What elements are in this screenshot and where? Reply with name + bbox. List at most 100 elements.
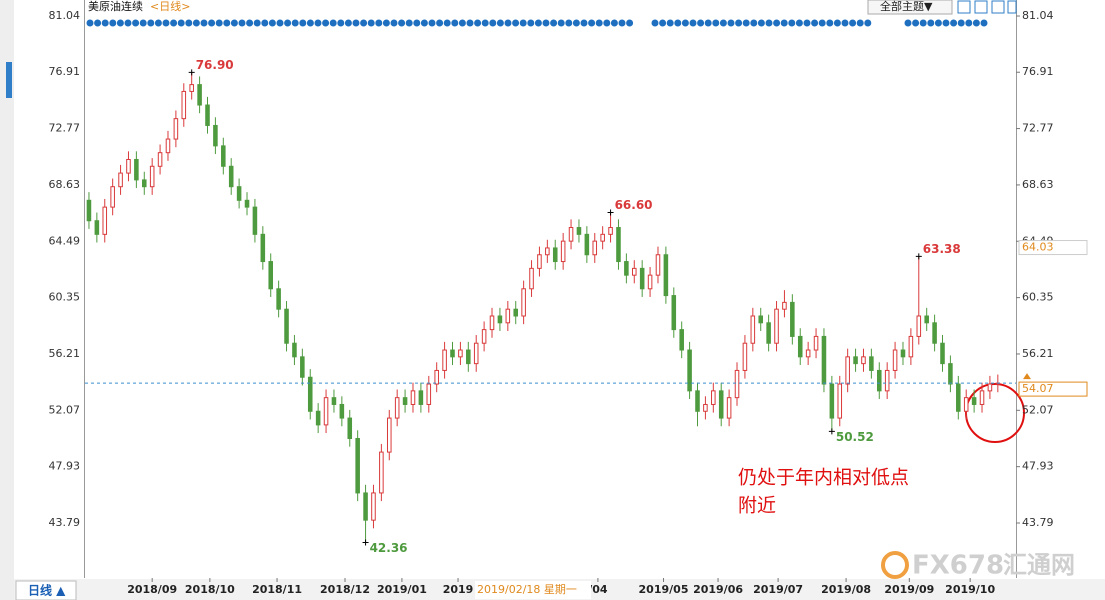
icon[interactable] [974,0,988,14]
extreme-label: 50.52 [836,430,874,444]
candle-body [386,417,392,453]
candle-body [766,322,771,344]
last-price-arrow [1023,373,1031,380]
extreme-marker [188,69,195,76]
candle-body [916,315,922,337]
candle-body [426,383,432,405]
candle-body [592,240,598,256]
candle-body [616,227,621,263]
y-tick-label-right: 56.21 [1022,347,1054,360]
candle-body [631,267,637,276]
candle-body [394,397,400,419]
candle-body [671,295,677,331]
y-tick-label-right: 68.63 [1022,178,1054,191]
candle-body [703,403,708,412]
candle-body [86,199,92,222]
candle-body [513,308,519,317]
plot: 81.04 81.04 76.91 76.91 72.77 72.77 68.63 68.63… [49,9,1088,599]
x-tick-label: 2019/08 [821,583,871,596]
candle-body [331,397,337,405]
icon[interactable] [991,0,1005,14]
x-tick-label: 2018/12 [320,583,370,596]
y-tick-label: 43.79 [49,516,81,529]
candle-body [940,342,945,365]
candle-body [418,390,424,405]
watermark-cn: 汇通网 [1003,551,1075,579]
annotation-text: 仍处于年内相对低点 [738,467,909,489]
candle-body [576,227,582,235]
candle-body [711,390,716,405]
candle-body [300,356,305,378]
candle-body [679,329,684,351]
extreme-marker [828,428,835,435]
candle-body [410,390,416,405]
candle-body [584,233,590,256]
candle-body [971,397,977,405]
candle-body [624,261,629,276]
candle-body [537,254,542,269]
candle-body [323,397,329,426]
candle-body [600,233,605,242]
candle-body [355,437,360,494]
candle-body [473,342,479,365]
candle-body [805,349,811,358]
candle-body [149,165,155,188]
extreme-label: 76.90 [196,58,234,72]
theme-button[interactable] [867,0,953,15]
candle-body [695,390,700,412]
theme-button-label[interactable]: 全部主题▼ [880,0,933,13]
candle-body [315,410,321,426]
candle-body [750,315,756,344]
candle-body [505,308,511,324]
candle-body [608,227,613,235]
x-tick-label: /04 [588,583,608,596]
y-tick-label: 52.07 [49,403,81,416]
candle-body [126,158,131,174]
candle-body [742,342,748,371]
candle-body [734,369,740,399]
candle-body [869,356,874,371]
candle-body [221,145,226,167]
ref-price-label: 64.03 [1022,241,1054,254]
period-tab[interactable] [15,580,77,600]
candle-body [948,363,953,385]
side-panel [0,0,14,600]
candle-body [774,308,779,344]
candle-body [639,267,645,290]
y-tick-label: 81.04 [49,9,81,22]
candle-body [292,342,297,358]
candle-body [173,118,179,140]
extreme-marker [607,209,614,216]
candle-body [560,240,566,263]
candle-body [284,308,289,344]
period-tab-label[interactable]: 日线 ▲ [28,583,66,598]
candle-body [821,335,827,385]
candle-body [790,301,795,337]
y-tick-label-right: 72.77 [1022,122,1054,135]
candle-body [157,152,163,167]
candle-body [347,417,353,439]
candle-body [339,403,345,419]
candle-body [829,383,835,419]
extreme-label: 42.36 [370,541,408,555]
candle-body [861,356,866,365]
period-label: <日线> [150,0,190,13]
y-tick-label-right: 52.07 [1022,403,1054,416]
candle-body [244,199,250,208]
candle-body [568,227,574,242]
candle-body [876,369,882,392]
icon[interactable] [1007,0,1017,14]
candle-body [963,397,969,412]
candle-body [552,247,558,263]
candle-body [134,158,139,181]
candle-body [726,397,732,419]
candle-body [489,315,495,331]
icon[interactable] [957,0,971,14]
candle-body [228,165,234,188]
candle-body [718,390,724,419]
side-tab [6,62,12,98]
y-tick-label: 76.91 [49,65,81,78]
last-price-box [1018,381,1088,397]
extreme-marker [362,539,369,546]
